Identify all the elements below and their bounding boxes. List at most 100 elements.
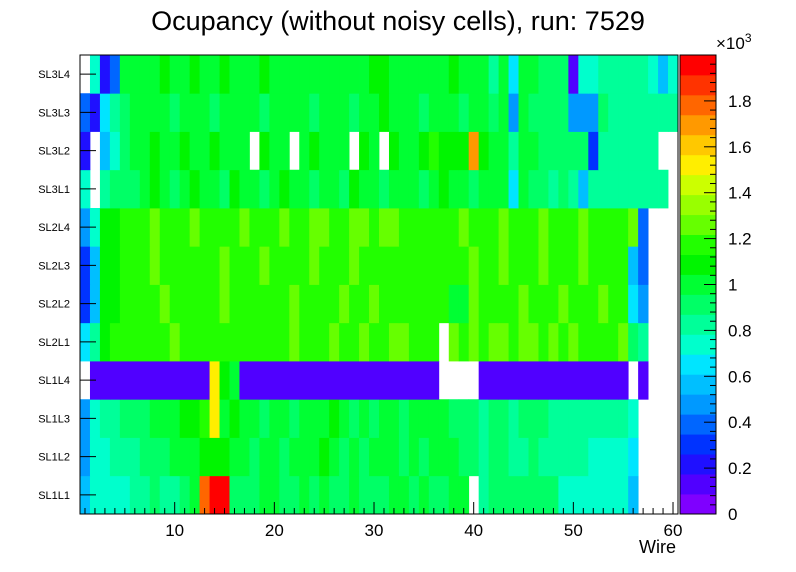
heatmap-cell	[538, 361, 549, 400]
heatmap-cell	[528, 322, 539, 362]
heatmap-cell	[99, 208, 111, 247]
heatmap-cell	[468, 169, 480, 209]
heatmap-cell	[319, 208, 330, 247]
heatmap-cell	[568, 437, 579, 477]
heatmap-cell	[418, 437, 430, 477]
heatmap-cell	[608, 131, 619, 171]
heatmap-cell	[199, 399, 210, 438]
heatmap-cell	[388, 399, 400, 438]
heatmap-cell	[588, 131, 599, 171]
heatmap-cell	[309, 322, 320, 362]
heatmap-cell	[109, 322, 121, 362]
heatmap-cell	[159, 437, 171, 477]
heatmap-cell	[618, 169, 629, 209]
heatmap-cell	[279, 246, 290, 285]
heatmap-cell	[428, 208, 440, 247]
heatmap-cell	[109, 208, 121, 247]
heatmap-cell	[249, 169, 260, 209]
heatmap-cell	[349, 284, 360, 324]
heatmap-cell	[548, 437, 559, 477]
colorbar-tick-label: 0.6	[728, 367, 752, 386]
heatmap-cell	[398, 208, 410, 247]
heatmap-cell	[388, 322, 400, 362]
heatmap-cell	[418, 475, 430, 515]
heatmap-cell	[498, 169, 509, 209]
heatmap-cell	[309, 93, 320, 132]
colorbar-segment	[680, 374, 716, 395]
heatmap-cell	[309, 475, 320, 515]
heatmap-cell	[219, 131, 230, 171]
heatmap-cell	[169, 399, 181, 438]
heatmap-cell	[309, 208, 320, 247]
heatmap-cell	[648, 55, 659, 94]
heatmap-cell	[458, 93, 470, 132]
heatmap-cell	[319, 55, 330, 94]
heatmap-cell	[319, 131, 330, 171]
heatmap-cell	[508, 399, 519, 438]
heatmap-cell	[239, 246, 250, 285]
heatmap-cell	[299, 475, 310, 515]
heatmap-cell	[448, 131, 460, 171]
heatmap-cell	[309, 437, 320, 477]
heatmap-cell	[408, 169, 420, 209]
heatmap-cell	[618, 131, 629, 171]
heatmap-cell	[309, 131, 320, 171]
heatmap-cell	[379, 55, 390, 94]
heatmap-cell	[149, 208, 161, 247]
heatmap-cell	[598, 208, 609, 247]
heatmap-cell	[319, 322, 330, 362]
colorbar-segment	[680, 494, 716, 515]
heatmap-cell	[379, 361, 390, 400]
heatmap-cell	[428, 169, 440, 209]
heatmap-cell	[408, 322, 420, 362]
heatmap-cell	[418, 361, 430, 400]
heatmap-cell	[598, 437, 609, 477]
heatmap-cell	[349, 475, 360, 515]
heatmap-cell	[219, 399, 230, 438]
heatmap-cell	[438, 475, 450, 515]
heatmap-cell	[329, 437, 340, 477]
y-tick-label: SL1L3	[38, 413, 70, 425]
heatmap-cells	[80, 55, 679, 515]
colorbar-segment	[680, 214, 716, 236]
heatmap-cell	[199, 437, 210, 477]
heatmap-cell	[398, 361, 410, 400]
heatmap-cell	[598, 361, 609, 400]
heatmap-cell	[229, 131, 240, 171]
heatmap-cell	[428, 93, 440, 132]
heatmap-cell	[259, 437, 270, 477]
heatmap-cell	[538, 169, 549, 209]
heatmap-cell	[518, 322, 529, 362]
heatmap-cell	[269, 475, 280, 515]
heatmap-cell	[189, 284, 200, 324]
heatmap-cell	[199, 169, 210, 209]
heatmap-cell	[349, 437, 360, 477]
heatmap-cell	[458, 246, 470, 285]
heatmap-cell	[139, 93, 151, 132]
heatmap-cell	[319, 169, 330, 209]
heatmap-cell	[428, 475, 440, 515]
heatmap-cell	[448, 169, 460, 209]
heatmap-cell	[528, 437, 539, 477]
heatmap-cell	[359, 361, 370, 400]
heatmap-cell	[408, 55, 420, 94]
heatmap-cell	[638, 208, 649, 247]
heatmap-cell	[119, 399, 131, 438]
heatmap-cell	[219, 284, 230, 324]
heatmap-cell	[638, 322, 649, 362]
heatmap-cell	[219, 361, 230, 400]
heatmap-cell	[99, 246, 111, 285]
colorbar-segment	[680, 334, 716, 355]
heatmap-cell	[349, 93, 360, 132]
heatmap-cell	[618, 246, 629, 285]
heatmap-cell	[169, 55, 181, 94]
heatmap-cell	[618, 55, 629, 94]
heatmap-cell	[259, 131, 270, 171]
heatmap-cell	[269, 55, 280, 94]
heatmap-cell	[139, 169, 151, 209]
heatmap-cell	[179, 55, 191, 94]
heatmap-cell	[448, 55, 460, 94]
heatmap-cell	[259, 399, 270, 438]
heatmap-cell	[179, 169, 191, 209]
